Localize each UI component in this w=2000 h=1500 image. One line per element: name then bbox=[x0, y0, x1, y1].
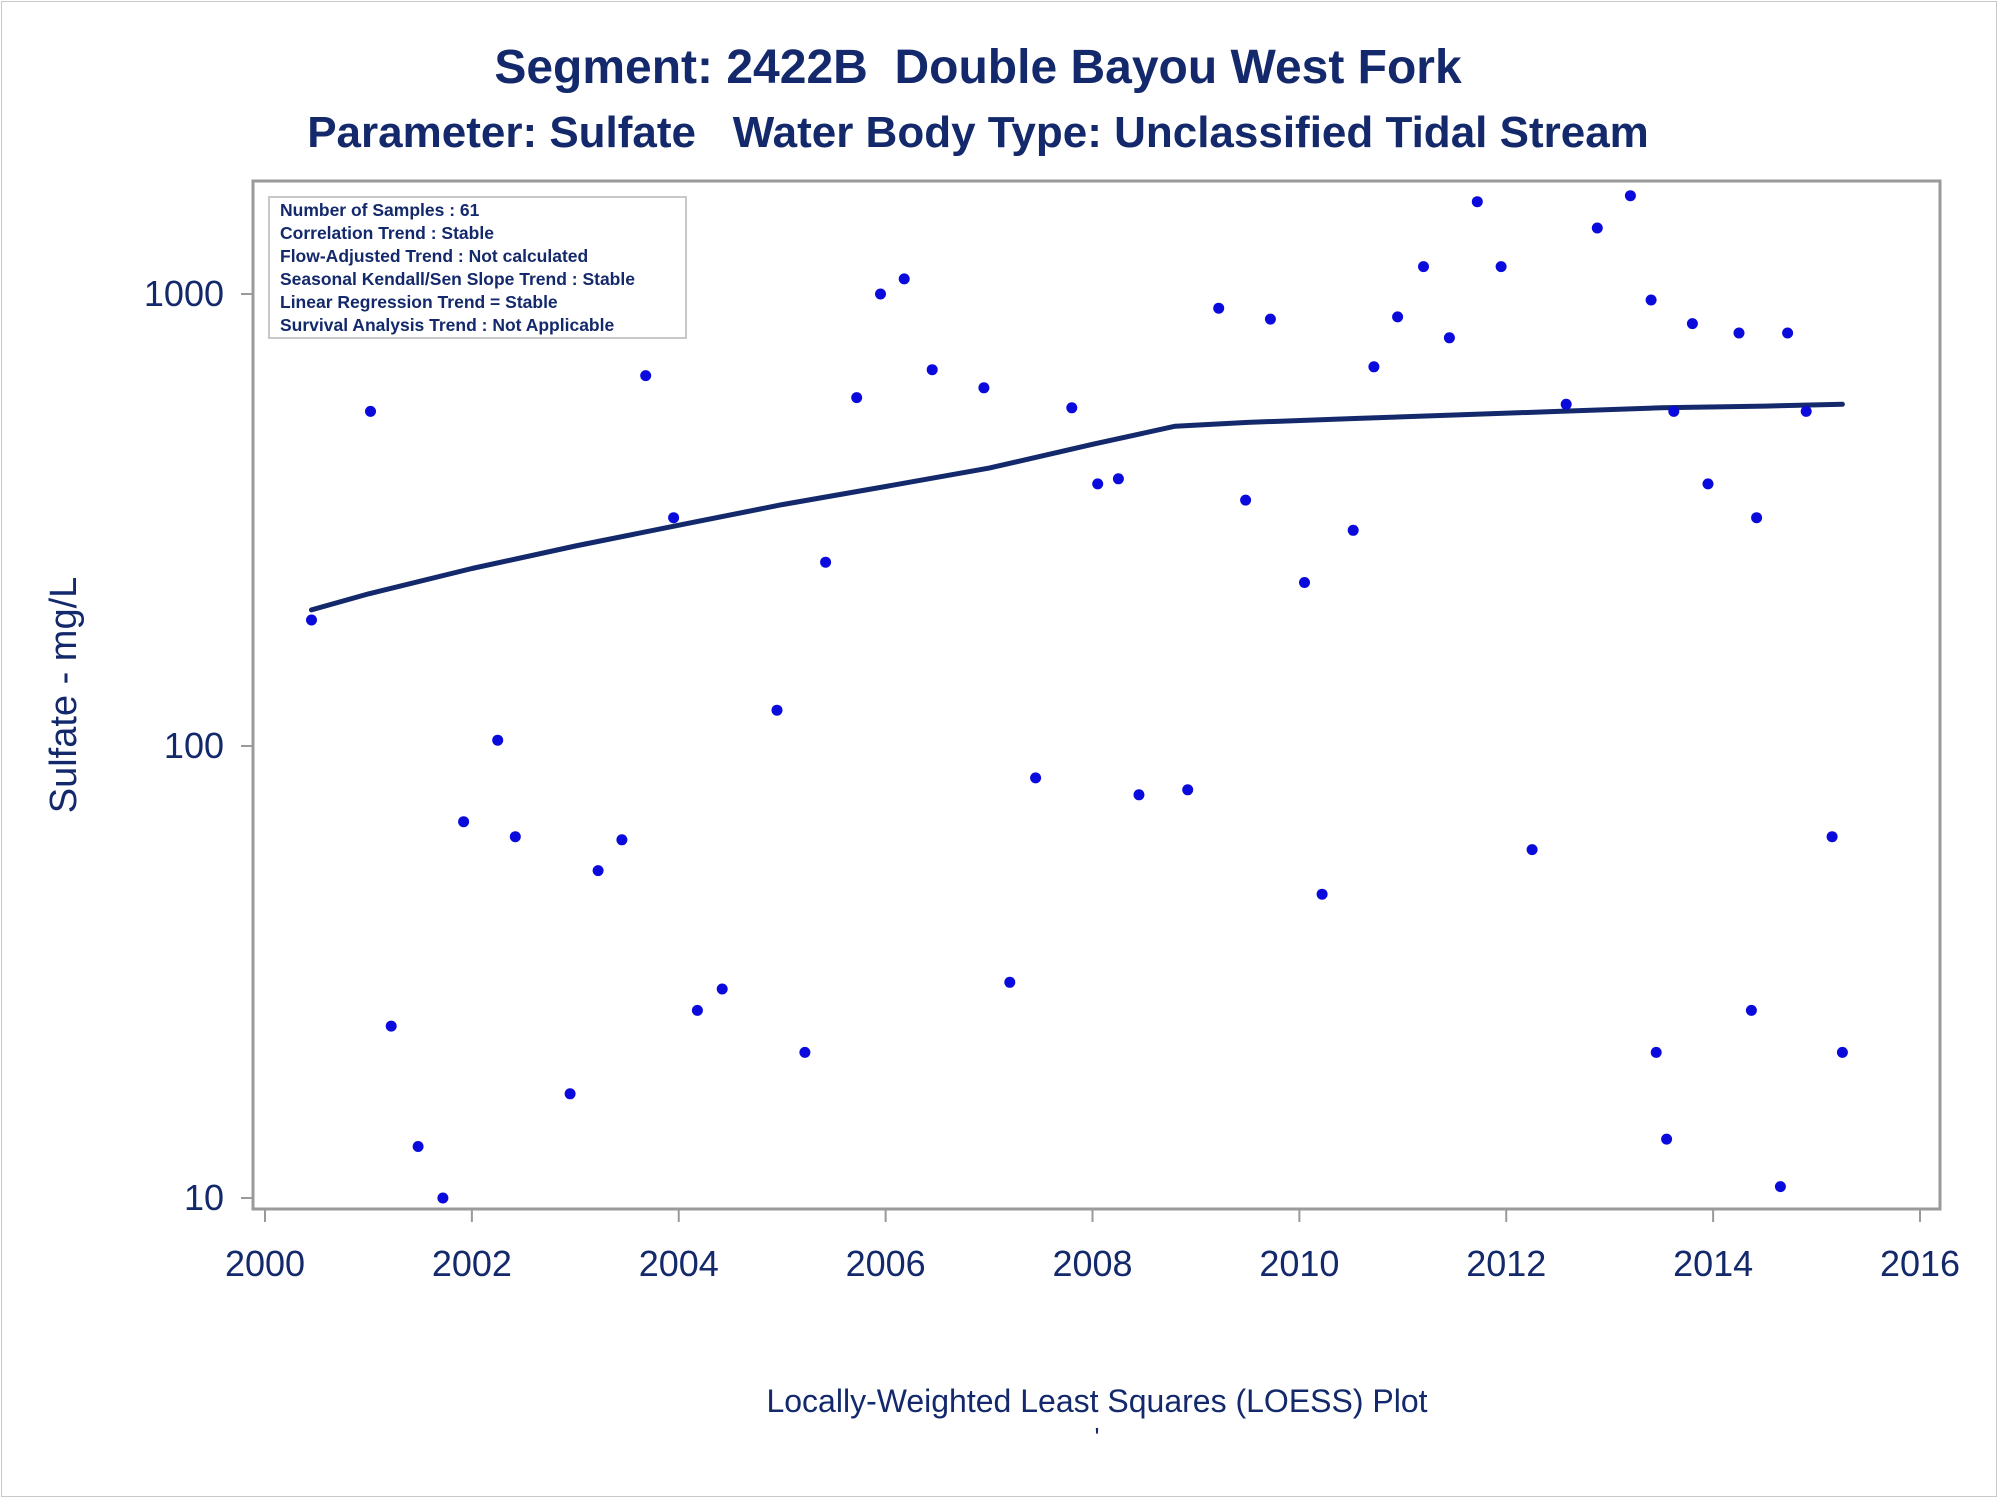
data-point bbox=[492, 734, 504, 746]
data-point bbox=[1030, 772, 1042, 784]
data-point bbox=[1668, 405, 1680, 417]
data-point bbox=[616, 834, 628, 846]
data-point bbox=[458, 816, 470, 828]
stats-flow-adjusted-trend: Flow-Adjusted Trend : Not calculated bbox=[280, 246, 588, 266]
x-tick-label-2016: 2016 bbox=[1880, 1243, 1960, 1284]
data-point bbox=[1751, 512, 1763, 524]
data-point bbox=[412, 1141, 424, 1152]
data-point bbox=[1686, 318, 1698, 330]
footnote: Locally-Weighted Least Squares (LOESS) P… bbox=[766, 1383, 1427, 1419]
data-point bbox=[1264, 313, 1276, 325]
data-point bbox=[306, 614, 317, 626]
data-point bbox=[820, 556, 832, 568]
data-point bbox=[1826, 831, 1838, 843]
data-point bbox=[978, 382, 990, 394]
stats-samples: Number of Samples : 61 bbox=[280, 200, 480, 220]
data-point bbox=[1782, 327, 1794, 339]
data-point bbox=[1800, 405, 1812, 417]
stats-box-border bbox=[268, 196, 687, 339]
data-point bbox=[1213, 302, 1225, 314]
data-point bbox=[1240, 494, 1252, 506]
data-point bbox=[1745, 1004, 1757, 1016]
x-tick-label-2010: 2010 bbox=[1259, 1243, 1339, 1284]
y-tick-label-100: 100 bbox=[164, 725, 224, 766]
chart-subtitle: Parameter: Sulfate Water Body Type: Uncl… bbox=[307, 108, 1649, 157]
data-point bbox=[1092, 478, 1104, 490]
data-point bbox=[385, 1020, 397, 1032]
data-point bbox=[926, 364, 938, 376]
stats-seasonal-kendall-trend: Seasonal Kendall/Sen Slope Trend : Stabl… bbox=[280, 269, 635, 289]
data-point bbox=[1066, 402, 1078, 414]
data-point bbox=[564, 1088, 576, 1100]
y-axis-title: Sulfate - mg/L bbox=[43, 577, 85, 814]
x-tick-label-2000: 2000 bbox=[225, 1243, 305, 1284]
data-point bbox=[1774, 1181, 1786, 1193]
x-tick-label-2004: 2004 bbox=[639, 1243, 719, 1284]
data-point bbox=[1004, 976, 1016, 988]
data-point bbox=[640, 370, 652, 382]
data-point bbox=[668, 512, 680, 524]
chart-title: Segment: 2422B Double Bayou West Fork bbox=[494, 41, 1462, 94]
data-point bbox=[1645, 294, 1657, 306]
stats-correlation-trend: Correlation Trend : Stable bbox=[280, 223, 494, 243]
data-point bbox=[1560, 398, 1572, 410]
data-point bbox=[1471, 196, 1483, 208]
data-point bbox=[1650, 1046, 1662, 1058]
data-point bbox=[1133, 789, 1145, 801]
data-point bbox=[1624, 190, 1636, 202]
data-point bbox=[691, 1004, 703, 1016]
sample-points-series bbox=[306, 190, 1848, 1204]
data-point bbox=[1443, 332, 1455, 344]
y-tick-label-10: 10 bbox=[184, 1177, 224, 1218]
data-point bbox=[1495, 261, 1507, 273]
data-point bbox=[1368, 361, 1380, 373]
x-axis: 2000 2002 2004 2006 2008 2010 2012 2014 2016 bbox=[225, 1209, 1960, 1284]
data-point bbox=[1591, 222, 1603, 234]
data-point bbox=[1299, 577, 1310, 588]
x-tick-label-2002: 2002 bbox=[432, 1243, 512, 1284]
data-point bbox=[1661, 1133, 1673, 1145]
footnote-mark: ' bbox=[1095, 1422, 1100, 1452]
data-point bbox=[799, 1046, 811, 1058]
data-point bbox=[1182, 784, 1194, 796]
data-point bbox=[875, 288, 886, 300]
x-tick-label-2014: 2014 bbox=[1673, 1243, 1753, 1284]
data-point bbox=[365, 405, 376, 417]
data-point bbox=[851, 392, 863, 404]
data-point bbox=[1836, 1046, 1848, 1058]
data-point bbox=[1702, 478, 1714, 490]
data-point bbox=[509, 831, 521, 843]
stats-linear-regression-trend: Linear Regression Trend = Stable bbox=[280, 292, 558, 312]
stats-box: Number of Samples : 61 Correlation Trend… bbox=[268, 196, 687, 339]
data-point bbox=[898, 273, 910, 285]
data-point bbox=[1392, 311, 1404, 323]
data-point bbox=[1112, 473, 1124, 485]
data-point bbox=[1316, 888, 1328, 900]
y-axis: 10 100 1000 bbox=[144, 273, 253, 1218]
loess-line bbox=[309, 401, 1845, 613]
data-point bbox=[1347, 524, 1359, 536]
data-point bbox=[1526, 844, 1538, 856]
data-point bbox=[592, 865, 604, 877]
data-point bbox=[1733, 327, 1745, 339]
x-tick-label-2008: 2008 bbox=[1052, 1243, 1132, 1284]
data-point bbox=[437, 1192, 449, 1204]
y-tick-label-1000: 1000 bbox=[144, 273, 224, 314]
plot-area bbox=[251, 179, 1942, 1211]
stats-survival-analysis-trend: Survival Analysis Trend : Not Applicable bbox=[280, 315, 614, 335]
data-point bbox=[771, 704, 783, 716]
x-tick-label-2006: 2006 bbox=[846, 1243, 926, 1284]
loess-series bbox=[309, 401, 1845, 613]
data-point bbox=[716, 983, 728, 995]
x-tick-label-2012: 2012 bbox=[1466, 1243, 1546, 1284]
data-point bbox=[1418, 261, 1429, 273]
